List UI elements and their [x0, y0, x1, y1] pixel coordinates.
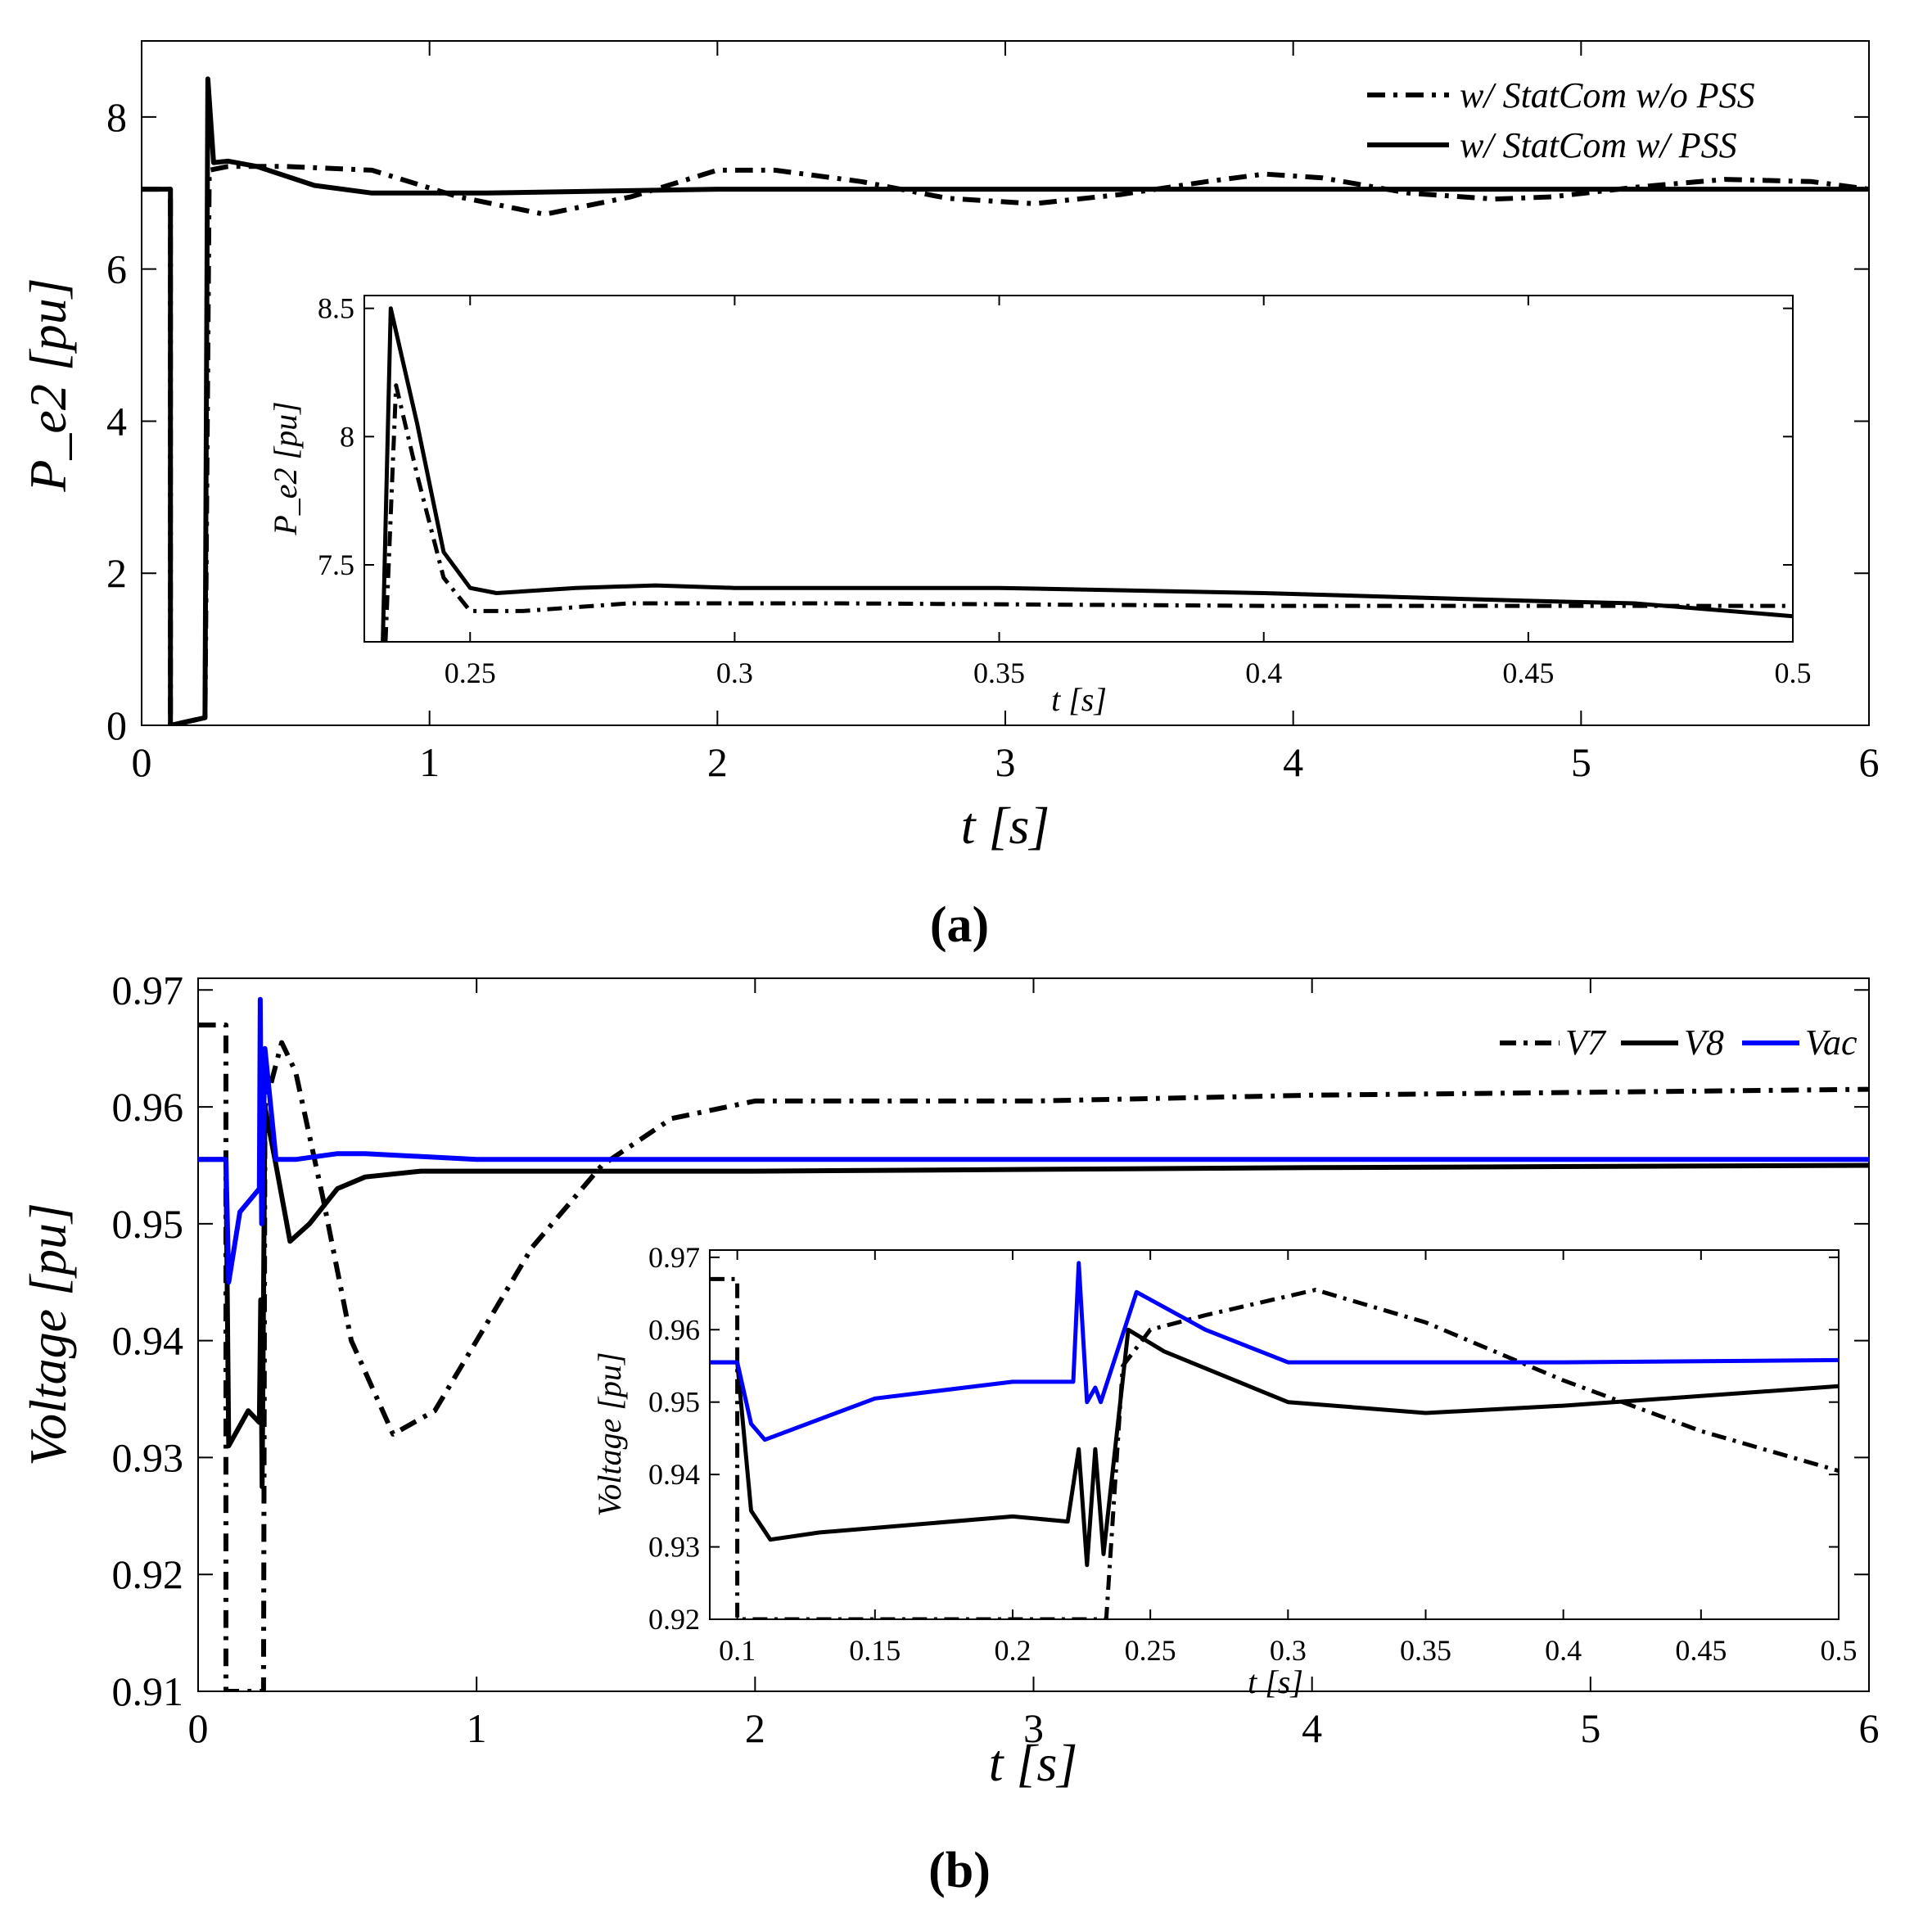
panel-b-series-vac: [198, 996, 1869, 1285]
panel-b-series-v7: [198, 1022, 1869, 1691]
panel-a-series: [142, 76, 1869, 725]
panel-a-inset-series-w-statcom-w-o-pss: [383, 383, 1793, 642]
panel-a-inset-ytick-label: 8: [340, 420, 354, 453]
panel-b-inset-ytick-label: 0.93: [648, 1531, 700, 1564]
panel-a-inset-frame: [363, 295, 1794, 643]
panel-b-caption: (b): [928, 1843, 991, 1898]
panel-a-xtick-label: 6: [1859, 739, 1880, 785]
panel-b-inset-series-v8: [710, 1327, 1839, 1568]
panel-a-inset-ticks: 0.25 0.3 0.35 0.4 0.45 0.5 7.5 8 8.5: [318, 292, 1812, 689]
panel-b-ytick-label: 0.92: [112, 1551, 184, 1597]
panel-b-ylabel: Voltage [pu]: [19, 1203, 77, 1466]
panel-b-series-v8: [198, 1104, 1869, 1490]
panel-b-inset-xlabel: t [s]: [1248, 1663, 1303, 1700]
panel-b-series: [198, 996, 1869, 1691]
panel-b-ytick-label: 0.97: [112, 967, 184, 1013]
panel-b-xtick-label: 1: [467, 1705, 487, 1751]
panel-a-ytick-label: 4: [106, 398, 127, 444]
panel-b-inset-xtick-label: 0.35: [1400, 1634, 1451, 1667]
panel-b-xtick-label: 4: [1302, 1705, 1322, 1751]
panel-a-inset: 0.25 0.3 0.35 0.4 0.45 0.5 7.5 8 8.5 t [s] P_e2 …: [267, 292, 1812, 718]
panel-b-legend: V7 V8 Vac: [1500, 1022, 1858, 1063]
panel-b-inset-ytick-label: 0.96: [648, 1313, 700, 1346]
panel-b-inset-xtick-label: 0.45: [1675, 1634, 1727, 1667]
legend-label-vac: Vac: [1805, 1022, 1858, 1063]
panel-b-inset-series-vac: [710, 1261, 1839, 1442]
panel-b-xtick-label: 0: [188, 1705, 209, 1751]
panel-b: 0 1 2 3 4 5 6 0.91 0.92 0.93 0.94 0.95 0.96 0.97 V7 V…: [19, 967, 1880, 1898]
panel-b-inset-ytick-label: 0.92: [648, 1603, 700, 1636]
panel-a-inset-xtick-label: 0.5: [1775, 657, 1812, 689]
panel-b-inset-frame: [709, 1249, 1840, 1620]
legend-label-v7: V7: [1565, 1022, 1607, 1063]
panel-a-ytick-label: 2: [106, 550, 127, 596]
panel-b-xtick-label: 3: [1023, 1705, 1044, 1751]
panel-b-inset-xtick-label: 0.25: [1125, 1634, 1176, 1667]
panel-b-xtick-label: 6: [1859, 1705, 1880, 1751]
panel-a: 0 1 2 3 4 5 6 0 2 4 6 8 w/ StatCom w/o PSS w/ StatC…: [19, 40, 1880, 953]
panel-a-xlabel: t [s]: [961, 797, 1050, 855]
panel-a-inset-series: [381, 306, 1793, 642]
panel-a-ytick-label: 0: [106, 702, 127, 748]
panel-b-ytick-label: 0.91: [112, 1668, 184, 1714]
panel-a-ylabel: P_e2 [pu]: [19, 278, 77, 492]
panel-b-inset-ytick-label: 0.95: [648, 1386, 700, 1419]
panel-a-inset-xtick-label: 0.25: [445, 657, 496, 689]
panel-b-inset-ticks: 0.1 0.15 0.2 0.25 0.3 0.35 0.4 0.45 0.5 0.92 0.93 0…: [648, 1241, 1858, 1667]
panel-a-legend: w/ StatCom w/o PSS w/ StatCom w/ PSS: [1367, 75, 1755, 165]
panel-b-ticks: 0 1 2 3 4 5 6 0.91 0.92 0.93 0.94 0.95 0.96 0.97: [112, 967, 1880, 1751]
panel-b-inset-series-v7: [710, 1276, 1839, 1619]
panel-a-xtick-label: 2: [707, 739, 728, 785]
panel-a-ticks: 0 1 2 3 4 5 6 0 2 4 6 8: [106, 41, 1880, 785]
panel-b-inset-xtick-label: 0.2: [994, 1634, 1031, 1667]
panel-a-xtick-label: 4: [1283, 739, 1303, 785]
panel-b-inset-xtick-label: 0.3: [1270, 1634, 1307, 1667]
panel-a-xtick-label: 0: [132, 739, 152, 785]
panel-a-ytick-label: 6: [106, 246, 127, 292]
panel-a-inset-xlabel: t [s]: [1051, 681, 1107, 718]
panel-a-inset-xtick-label: 0.3: [716, 657, 753, 689]
panel-a-inset-xtick-label: 0.45: [1502, 657, 1554, 689]
panel-b-xtick-label: 5: [1580, 1705, 1600, 1751]
panel-a-xtick-label: 5: [1571, 739, 1591, 785]
panel-b-inset-ytick-label: 0.97: [648, 1241, 700, 1274]
panel-a-inset-xtick-label: 0.4: [1245, 657, 1282, 689]
panel-b-inset-series: [710, 1261, 1839, 1619]
panel-b-xtick-label: 2: [745, 1705, 765, 1751]
panel-a-inset-xtick-label: 0.35: [973, 657, 1025, 689]
panel-a-inset-ytick-label: 7.5: [318, 548, 354, 581]
panel-a-xtick-label: 3: [995, 739, 1016, 785]
legend-label-v8: V8: [1684, 1022, 1724, 1063]
panel-b-inset-xtick-label: 0.5: [1821, 1634, 1858, 1667]
panel-b-inset-ylabel: Voltage [pu]: [591, 1352, 628, 1516]
panel-b-ytick-label: 0.94: [112, 1318, 184, 1364]
panel-a-inset-ylabel: P_e2 [pu]: [267, 401, 304, 535]
panel-b-inset-xtick-label: 0.15: [849, 1634, 901, 1667]
panel-b-ytick-label: 0.95: [112, 1201, 184, 1247]
panel-b-inset: 0.1 0.15 0.2 0.25 0.3 0.35 0.4 0.45 0.5 0.92 0.93 0…: [591, 1241, 1858, 1700]
panel-b-xlabel: t [s]: [989, 1734, 1078, 1792]
panel-b-inset-xtick-label: 0.4: [1545, 1634, 1582, 1667]
panel-a-ytick-label: 8: [106, 94, 127, 140]
panel-a-caption: (a): [930, 897, 989, 953]
panel-b-inset-xtick-label: 0.1: [719, 1634, 756, 1667]
panel-b-inset-ytick-label: 0.94: [648, 1458, 700, 1491]
panel-a-series-w-statcom-w-o-pss: [142, 164, 1869, 725]
panel-a-inset-series-w-statcom-w-pss: [381, 306, 1793, 642]
legend-label-pss: w/ StatCom w/ PSS: [1460, 125, 1737, 165]
panel-b-ytick-label: 0.96: [112, 1084, 184, 1130]
panel-a-series-w-statcom-w-pss: [142, 76, 1869, 725]
panel-a-inset-ytick-label: 8.5: [318, 292, 354, 325]
legend-label-no-pss: w/ StatCom w/o PSS: [1460, 75, 1755, 115]
panel-a-xtick-label: 1: [419, 739, 440, 785]
panel-b-ytick-label: 0.93: [112, 1434, 184, 1480]
